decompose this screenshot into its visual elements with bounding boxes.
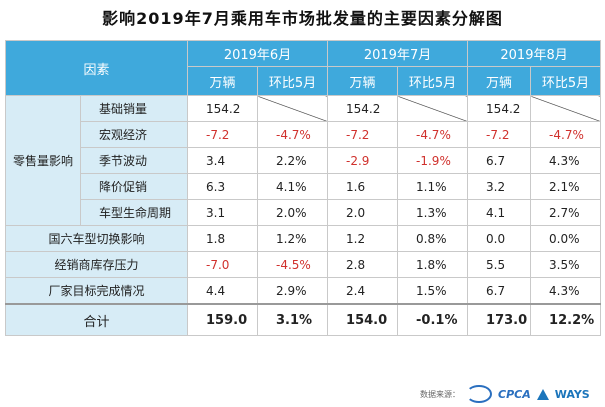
table-row: 零售量影响 基础销量 154.2 154.2 154.2	[5, 95, 602, 226]
mom-value: 4.1%	[257, 173, 329, 200]
table-row: 经销商库存压力 -7.0 -4.5% 2.8 1.8% 5.5 3.5%	[4, 251, 602, 278]
total-row: 合计 159.0 3.1% 154.0 -0.1% 173.0 12.2%	[4, 303, 602, 336]
total-mom-value: 12.2%	[530, 303, 602, 336]
units-value: 5.5	[467, 251, 532, 278]
month-header-aug: 2019年8月	[467, 40, 602, 67]
mom-value: 2.0%	[257, 199, 329, 226]
units-value: 2.4	[327, 277, 399, 305]
units-value: 3.2	[467, 173, 532, 200]
factor-name: 厂家目标完成情况	[4, 277, 189, 305]
table-row: 厂家目标完成情况 4.4 2.9% 2.4 1.5% 6.7 4.3%	[4, 277, 602, 305]
units-value: -7.2	[467, 121, 532, 148]
source-label: 数据来源：	[420, 389, 460, 399]
mom-value: 1.8%	[397, 251, 469, 278]
factor-name: 宏观经济	[79, 121, 189, 148]
units-value: -2.9	[327, 147, 399, 174]
mom-value: 3.5%	[530, 251, 602, 278]
units-value: 6.7	[467, 277, 532, 305]
units-value: 4.4	[187, 277, 259, 305]
table-row: 车型生命周期 3.1 2.0% 2.0 1.3% 4.1 2.7%	[6, 199, 602, 226]
mom-value: 0.8%	[397, 225, 469, 252]
factor-name: 国六车型切换影响	[4, 225, 189, 252]
table-title: 影响2019年7月乘用车市场批发量的主要因素分解图	[102, 9, 503, 28]
mom-value: 2.2%	[257, 147, 329, 174]
total-mom-value: -0.1%	[397, 303, 469, 336]
mom-value: 1.1%	[397, 173, 469, 200]
units-header: 万辆	[327, 66, 399, 96]
units-value: -7.2	[327, 121, 399, 148]
units-value: 0.0	[467, 225, 532, 252]
units-value: -7.0	[187, 251, 259, 278]
mom-value: -4.7%	[397, 121, 469, 148]
units-value: 6.7	[467, 147, 532, 174]
month-header-jul: 2019年7月	[327, 40, 469, 67]
cpca-logo-icon	[466, 385, 492, 403]
units-value: 1.8	[187, 225, 259, 252]
table-row: 宏观经济 -7.2 -4.7% -7.2 -4.7% -7.2 -4.7%	[6, 121, 602, 148]
ways-logo-icon	[536, 388, 549, 400]
mom-value: 4.3%	[530, 277, 602, 305]
units-header: 万辆	[187, 66, 259, 96]
mom-header: 环比5月	[397, 66, 469, 96]
mom-value: 1.3%	[397, 199, 469, 226]
mom-value: 1.5%	[397, 277, 469, 305]
mom-value: 2.1%	[530, 173, 602, 200]
units-header: 万辆	[467, 66, 532, 96]
group-label: 零售量影响	[5, 95, 81, 226]
factor-name: 降价促销	[79, 173, 189, 200]
factor-table: 因素 2019年6月 2019年7月 2019年8月 万辆 环比5月 万辆 环比…	[4, 40, 602, 336]
table-row: 降价促销 6.3 4.1% 1.6 1.1% 3.2 2.1%	[6, 173, 602, 200]
ways-logo-text: WAYS	[554, 387, 590, 401]
units-value: 3.1	[187, 199, 259, 226]
source-footer: 数据来源： CPCA WAYS	[420, 384, 590, 404]
units-value: 1.6	[327, 173, 399, 200]
table-row: 国六车型切换影响 1.8 1.2% 1.2 0.8% 0.0 0.0%	[4, 225, 602, 252]
empty-diagonal-cell	[257, 95, 329, 122]
mom-value: -1.9%	[397, 147, 469, 174]
total-units-value: 173.0	[467, 303, 532, 336]
units-value: 3.4	[187, 147, 259, 174]
factor-name: 基础销量	[79, 95, 189, 122]
mom-value: -4.7%	[257, 121, 329, 148]
total-units-value: 159.0	[187, 303, 259, 336]
units-value: 154.2	[187, 95, 259, 122]
mom-header: 环比5月	[257, 66, 329, 96]
mom-value: -4.7%	[530, 121, 602, 148]
table-row: 季节波动 3.4 2.2% -2.9 -1.9% 6.7 4.3%	[6, 147, 602, 174]
units-value: -7.2	[187, 121, 259, 148]
factor-name: 车型生命周期	[79, 199, 189, 226]
units-value: 6.3	[187, 173, 259, 200]
mom-value: 0.0%	[530, 225, 602, 252]
month-header-jun: 2019年6月	[187, 40, 329, 67]
units-value: 2.8	[327, 251, 399, 278]
units-value: 154.2	[327, 95, 399, 122]
empty-diagonal-cell	[530, 95, 602, 122]
total-label: 合计	[4, 303, 189, 336]
mom-value: -4.5%	[257, 251, 329, 278]
empty-diagonal-cell	[397, 95, 469, 122]
factor-header: 因素	[4, 40, 189, 96]
factor-name: 经销商库存压力	[4, 251, 189, 278]
factor-name: 季节波动	[79, 147, 189, 174]
total-mom-value: 3.1%	[257, 303, 329, 336]
mom-value: 1.2%	[257, 225, 329, 252]
mom-value: 2.7%	[530, 199, 602, 226]
units-value: 154.2	[467, 95, 532, 122]
mom-value: 4.3%	[530, 147, 602, 174]
cpca-logo-text: CPCA	[498, 387, 531, 401]
total-units-value: 154.0	[327, 303, 399, 336]
mom-header: 环比5月	[530, 66, 602, 96]
units-value: 1.2	[327, 225, 399, 252]
units-value: 4.1	[467, 199, 532, 226]
units-value: 2.0	[327, 199, 399, 226]
mom-value: 2.9%	[257, 277, 329, 305]
